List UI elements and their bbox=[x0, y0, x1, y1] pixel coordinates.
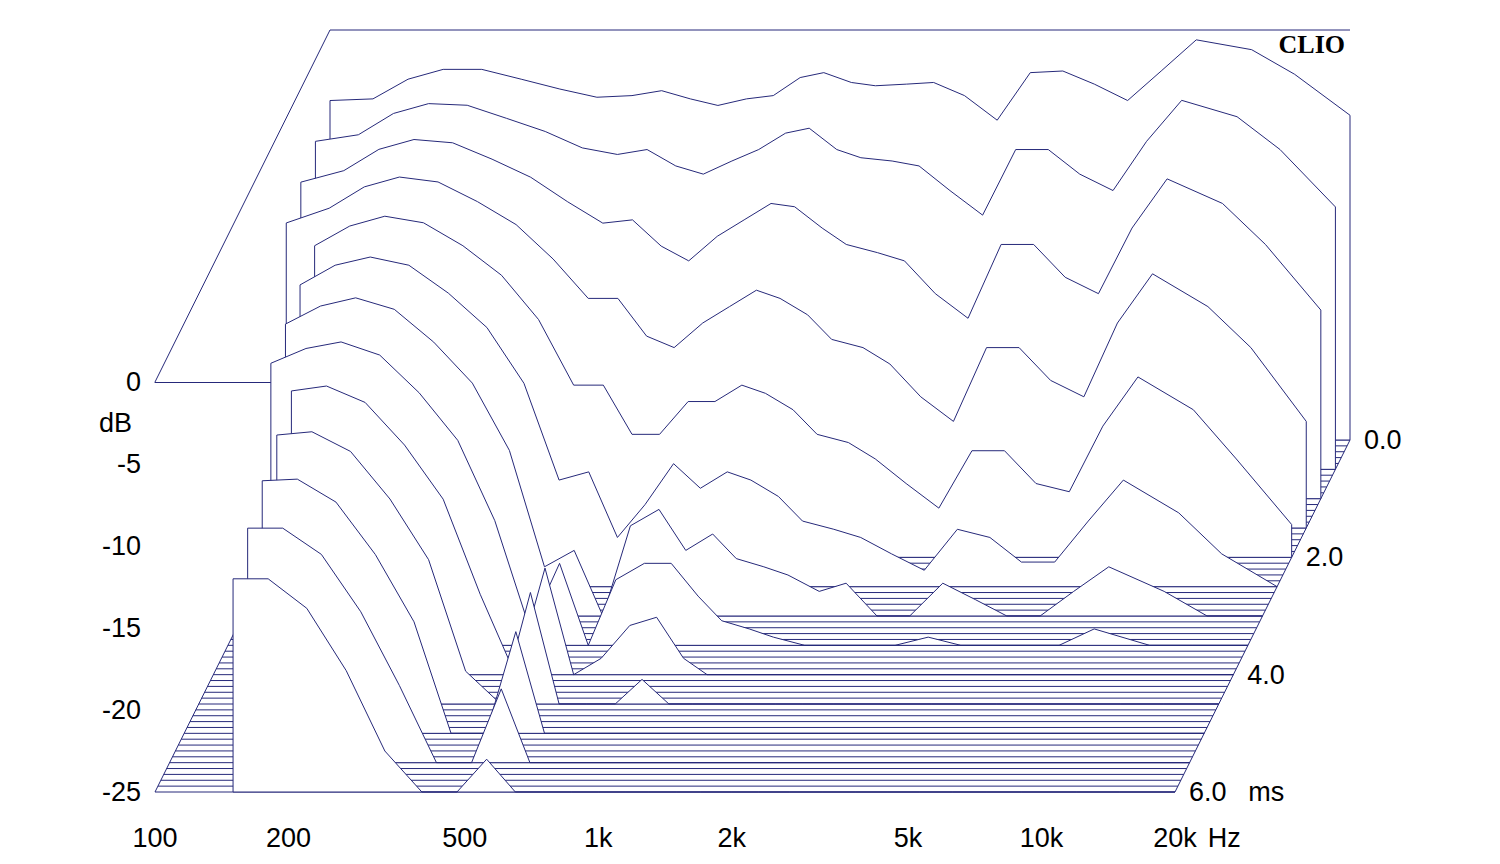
svg-text:20k: 20k bbox=[1153, 823, 1197, 853]
svg-text:10k: 10k bbox=[1020, 823, 1064, 853]
svg-text:6.0: 6.0 bbox=[1189, 777, 1227, 807]
svg-text:5k: 5k bbox=[894, 823, 923, 853]
svg-text:ms: ms bbox=[1248, 777, 1284, 807]
svg-text:0.0: 0.0 bbox=[1364, 425, 1402, 455]
svg-text:-15: -15 bbox=[102, 613, 141, 643]
svg-text:-25: -25 bbox=[102, 777, 141, 807]
svg-text:2.0: 2.0 bbox=[1306, 542, 1344, 572]
svg-text:2k: 2k bbox=[717, 823, 746, 853]
svg-text:-20: -20 bbox=[102, 695, 141, 725]
svg-text:Hz: Hz bbox=[1208, 823, 1241, 853]
svg-text:1k: 1k bbox=[584, 823, 613, 853]
svg-text:200: 200 bbox=[266, 823, 311, 853]
svg-text:500: 500 bbox=[442, 823, 487, 853]
svg-text:4.0: 4.0 bbox=[1247, 660, 1285, 690]
svg-text:CLIO: CLIO bbox=[1279, 30, 1345, 59]
svg-text:100: 100 bbox=[132, 823, 177, 853]
svg-text:-10: -10 bbox=[102, 531, 141, 561]
svg-text:-5: -5 bbox=[117, 449, 141, 479]
svg-text:dB: dB bbox=[99, 408, 132, 438]
svg-text:0: 0 bbox=[126, 367, 141, 397]
